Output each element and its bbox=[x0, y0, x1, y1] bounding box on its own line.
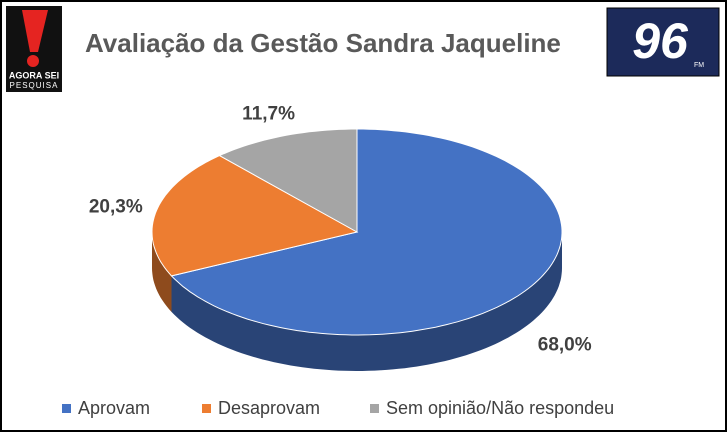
logo-text: 96 bbox=[632, 13, 689, 69]
left-logo: AGORA SEI PESQUISA bbox=[6, 6, 62, 92]
chart-title: Avaliação da Gestão Sandra Jaqueline bbox=[85, 28, 561, 58]
logo-text: PESQUISA bbox=[10, 81, 59, 90]
slice bbox=[218, 128, 358, 233]
logo-mark bbox=[22, 10, 48, 52]
logo-text: FM bbox=[694, 62, 704, 69]
slice bbox=[151, 155, 359, 277]
right-logo: 96 FM bbox=[606, 7, 720, 77]
logo-dot bbox=[27, 55, 39, 67]
data-label: 68,0% bbox=[538, 334, 592, 355]
data-label: 11,7% bbox=[242, 104, 295, 125]
slice bbox=[170, 128, 563, 336]
slice-side bbox=[152, 232, 172, 312]
legend-label: Sem opinião/Não respondeu bbox=[386, 398, 614, 418]
legend-swatch bbox=[202, 404, 211, 413]
legend-label: Desaprovam bbox=[218, 398, 320, 418]
legend-swatch bbox=[370, 404, 379, 413]
legend-swatch bbox=[62, 404, 71, 413]
data-label: 20,3% bbox=[89, 196, 143, 217]
logo-text: AGORA SEI bbox=[9, 70, 59, 80]
logo-box bbox=[606, 7, 720, 77]
legend-label: Aprovam bbox=[78, 398, 150, 418]
slice-side bbox=[171, 232, 562, 371]
